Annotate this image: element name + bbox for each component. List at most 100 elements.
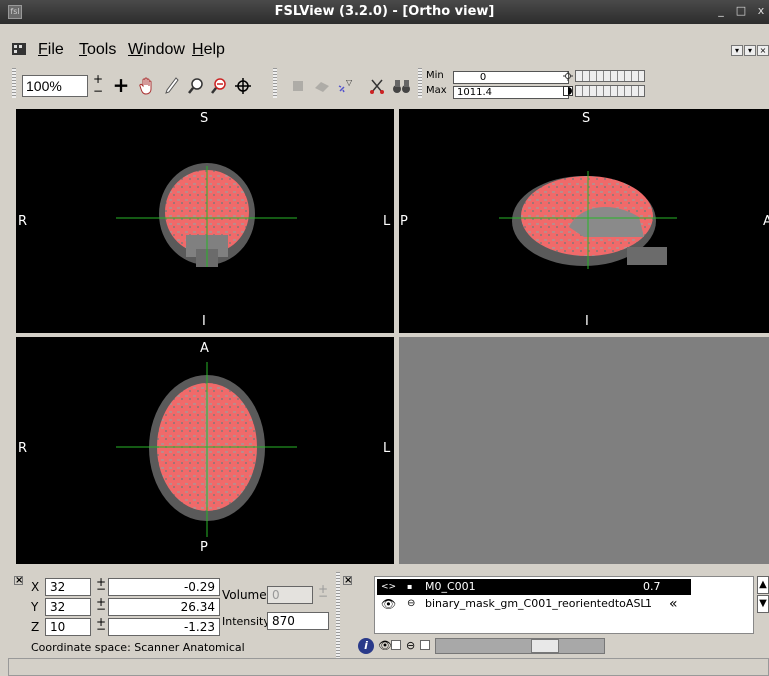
hand-icon[interactable] [136, 74, 158, 98]
collapse-icon[interactable]: « [669, 596, 678, 612]
sagittal-view[interactable]: S I P A [399, 109, 769, 333]
fill-icon[interactable] [287, 74, 309, 98]
brightness-slider[interactable] [575, 70, 645, 82]
empty-view-area [399, 337, 769, 564]
scissors-icon[interactable] [366, 74, 388, 98]
coronal-bottom-label: I [202, 314, 206, 329]
menu-window-label: indow [143, 41, 185, 58]
x-voxel-field[interactable]: 32 [45, 578, 91, 596]
layer-list[interactable]: <> ▪ M0_C001 0.7 👁 ⊖ binary_mask_gm_C001… [374, 576, 754, 634]
mdi-close-button[interactable]: × [757, 45, 769, 56]
lock-icon[interactable]: ▪ [407, 582, 413, 591]
menu-help-label: elp [203, 41, 225, 58]
x-up-button[interactable]: + [96, 575, 107, 589]
max-field[interactable]: 1011.4 [453, 86, 569, 99]
sagittal-bottom-label: I [585, 314, 589, 329]
volume-up-button[interactable]: + [318, 582, 329, 596]
visible-toggle-icon[interactable]: <> [381, 582, 397, 592]
layer-down-button[interactable]: ▼ [757, 595, 769, 613]
x-down-button[interactable]: − [96, 582, 107, 596]
coronal-view[interactable]: S I R L [16, 109, 394, 333]
mdi-restore-button[interactable]: ▾ [744, 45, 756, 56]
menu-help[interactable]: Help [192, 41, 225, 59]
magnifier-icon[interactable] [185, 74, 207, 98]
info-icon[interactable]: i [358, 638, 374, 654]
layer-row[interactable]: 👁 ⊖ binary_mask_gm_C001_reorientedtoASL … [377, 596, 678, 612]
intensity-field: 870 [267, 612, 329, 630]
toolbar-grip[interactable] [12, 68, 16, 98]
sagittal-top-label: S [582, 111, 591, 126]
volume-down-button[interactable]: − [318, 589, 329, 603]
binoculars-icon[interactable] [391, 74, 413, 98]
y-down-button[interactable]: − [96, 602, 107, 616]
axial-top-label: A [200, 341, 209, 356]
app-icon: fsl [8, 5, 22, 19]
menu-tools[interactable]: Tools [79, 41, 116, 59]
pencil-icon[interactable] [161, 74, 183, 98]
zoom-field[interactable]: 100% [22, 75, 88, 97]
zoom-undo-icon[interactable] [208, 74, 230, 98]
menu-file[interactable]: File [38, 41, 64, 59]
opacity-slider[interactable] [435, 638, 605, 654]
layer-name: binary_mask_gm_C001_reorientedtoASL [425, 597, 647, 610]
lock-checkbox[interactable] [420, 640, 430, 650]
menu-window-accel: W [128, 41, 144, 58]
coronal-left-label: R [18, 214, 28, 229]
y-voxel-field[interactable]: 32 [45, 598, 91, 616]
menu-file-label: ile [47, 41, 64, 58]
zoom-down-button[interactable]: − [93, 84, 104, 98]
close-button[interactable]: x [757, 4, 765, 17]
window-title: FSLView (3.2.0) - [Ortho view] [274, 4, 495, 19]
sagittal-slice [499, 171, 677, 269]
app-menu-icon[interactable] [12, 43, 26, 55]
axial-view[interactable]: A P R L [16, 337, 394, 564]
bottom-panel: × X 32 + − -0.29 Y 32 + − 26.34 Z 10 + −… [0, 568, 769, 676]
min-field[interactable]: 0 [453, 71, 569, 84]
x-world-field[interactable]: -0.29 [108, 578, 220, 596]
layer-value: 1 [645, 597, 652, 610]
z-up-button[interactable]: + [96, 615, 107, 629]
star-icon[interactable]: ▽ [334, 74, 356, 98]
y-up-button[interactable]: + [96, 595, 107, 609]
minimize-button[interactable]: _ [718, 4, 724, 17]
layer-name: M0_C001 [425, 580, 476, 593]
target-icon[interactable] [232, 74, 254, 98]
menu-window[interactable]: Window [128, 41, 185, 59]
min-label: Min [426, 70, 444, 81]
z-down-button[interactable]: − [96, 622, 107, 636]
lock-icon[interactable]: ⊖ [407, 598, 416, 609]
eye-icon[interactable]: 👁 [381, 597, 397, 611]
visibility-checkbox[interactable] [391, 640, 401, 650]
eye-toggle-icon[interactable]: 👁 [378, 639, 392, 652]
z-world-field[interactable]: -1.23 [108, 618, 220, 636]
contrast-slider[interactable] [575, 85, 645, 97]
coordinate-space-label: Coordinate space: Scanner Anatomical [31, 641, 245, 654]
layer-panel-close-button[interactable]: × [343, 575, 353, 586]
sagittal-left-label: P [400, 214, 408, 229]
toolbar-grip-2[interactable] [273, 68, 277, 98]
cursor-panel-close-button[interactable]: × [14, 575, 24, 586]
intensity-label: Intensity [222, 615, 270, 628]
axial-left-label: R [18, 441, 28, 456]
volume-field[interactable]: 0 [267, 586, 313, 604]
panel-grip[interactable] [336, 572, 340, 658]
mdi-minimize-button[interactable]: ▾ [731, 45, 743, 56]
maximize-button[interactable]: □ [735, 4, 747, 17]
menu-file-accel: F [38, 41, 48, 58]
toolbar-grip-3[interactable] [418, 68, 422, 98]
layer-row-selected[interactable]: <> ▪ M0_C001 0.7 [377, 579, 691, 595]
layer-up-button[interactable]: ▲ [757, 576, 769, 594]
y-world-field[interactable]: 26.34 [108, 598, 220, 616]
crosshair-icon[interactable]: + [112, 73, 130, 97]
opacity-slider-handle[interactable] [531, 639, 559, 653]
erase-icon[interactable] [311, 74, 333, 98]
zoom-up-button[interactable]: + [93, 72, 104, 86]
window-titlebar: fsl FSLView (3.2.0) - [Ortho view] _ □ x [0, 0, 769, 24]
z-voxel-field[interactable]: 10 [45, 618, 91, 636]
svg-text:▽: ▽ [346, 78, 353, 87]
sagittal-right-label: A [763, 214, 769, 229]
lock-toggle-icon[interactable]: ⊖ [406, 639, 416, 652]
menu-tools-accel: T [79, 41, 87, 58]
coronal-top-label: S [200, 111, 209, 126]
menu-help-accel: H [192, 41, 204, 58]
